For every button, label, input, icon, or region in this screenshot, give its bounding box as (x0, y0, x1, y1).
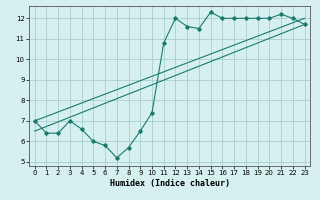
X-axis label: Humidex (Indice chaleur): Humidex (Indice chaleur) (109, 179, 229, 188)
